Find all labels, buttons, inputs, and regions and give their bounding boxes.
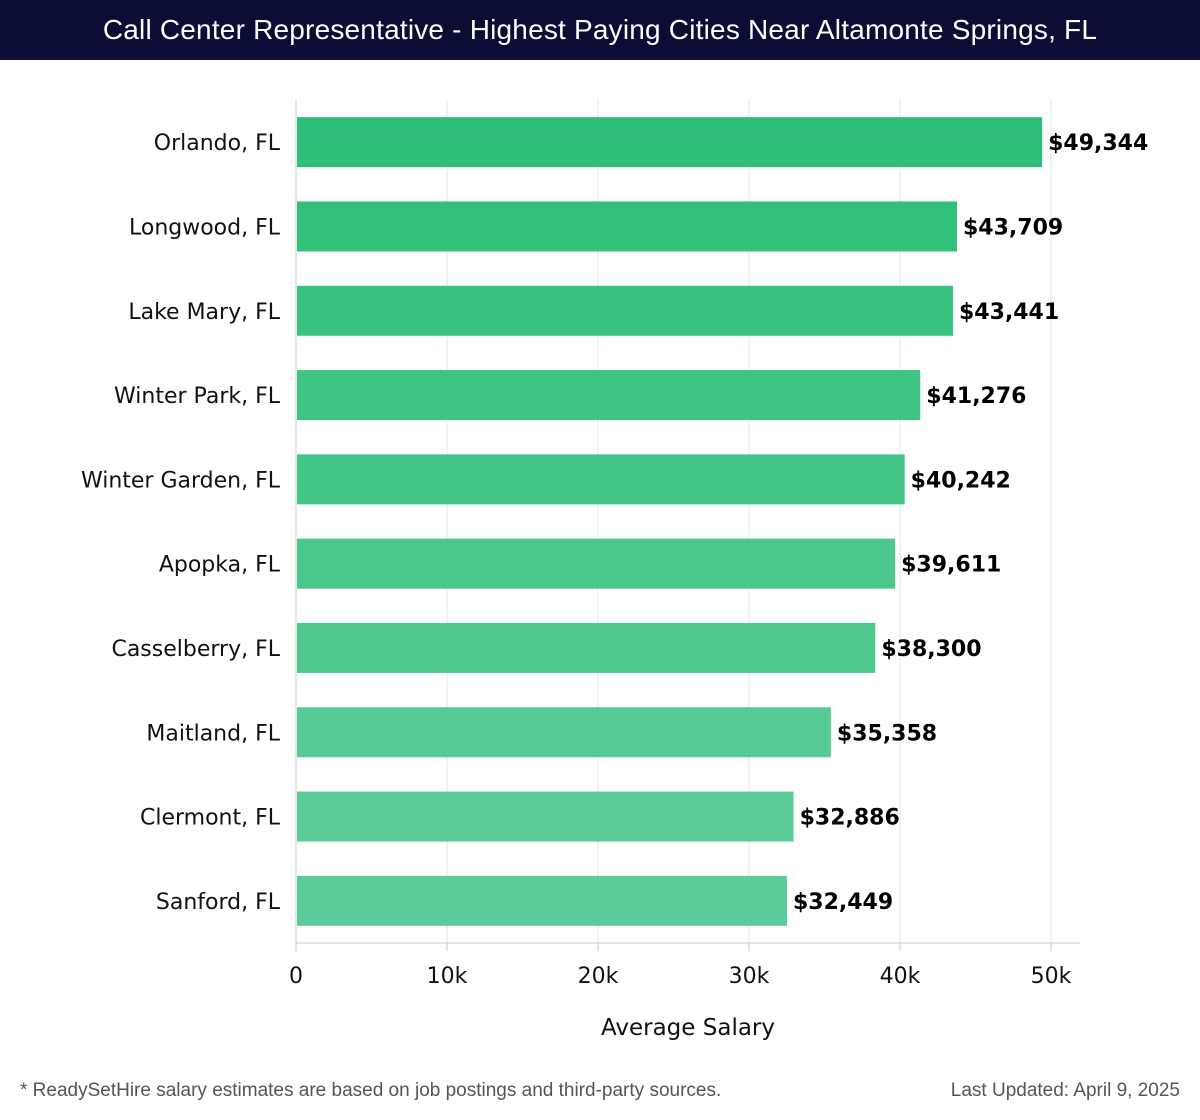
x-tick-label: 50k — [1031, 964, 1072, 989]
bar — [297, 622, 876, 673]
category-label: Maitland, FL — [146, 721, 280, 746]
bar — [297, 454, 905, 505]
category-label: Winter Garden, FL — [81, 468, 281, 493]
bar — [297, 117, 1043, 168]
bars: Orlando, FL $49,344 Longwood, FL $43,709 Lak… — [81, 117, 1148, 926]
x-tick-label: 20k — [578, 964, 619, 989]
x-axis-title: Average Salary — [601, 1015, 775, 1041]
category-label: Winter Park, FL — [114, 384, 281, 409]
bar — [297, 707, 831, 758]
bar — [297, 791, 794, 842]
category-label: Sanford, FL — [156, 890, 281, 915]
bar — [297, 201, 958, 252]
data-label: $43,441 — [959, 300, 1059, 325]
bar — [297, 370, 921, 421]
category-label: Clermont, FL — [140, 806, 281, 831]
data-label: $41,276 — [926, 384, 1026, 409]
bar — [297, 875, 787, 926]
data-label: $32,449 — [793, 890, 893, 915]
data-label: $39,611 — [901, 553, 1001, 578]
x-tick-label: 10k — [427, 964, 468, 989]
category-label: Orlando, FL — [154, 131, 281, 156]
footer-note: * ReadySetHire salary estimates are base… — [20, 1080, 722, 1101]
axes: 0 10k 20k 30k 40k 50k — [289, 100, 1080, 989]
x-tick-label: 0 — [289, 964, 303, 989]
data-label: $35,358 — [837, 721, 937, 746]
category-label: Lake Mary, FL — [128, 300, 280, 325]
bar-chart: Orlando, FL $49,344 Longwood, FL $43,709 Lak… — [81, 100, 1148, 1041]
last-updated: Last Updated: April 9, 2025 — [950, 1080, 1180, 1101]
category-label: Casselberry, FL — [111, 637, 280, 662]
chart-title: Call Center Representative - Highest Pay… — [0, 0, 1200, 60]
data-label: $38,300 — [881, 637, 981, 662]
category-label: Longwood, FL — [129, 215, 281, 240]
data-label: $49,344 — [1048, 131, 1148, 156]
x-tick-label: 30k — [729, 964, 770, 989]
x-tick-label: 40k — [880, 964, 921, 989]
category-label: Apopka, FL — [159, 553, 281, 578]
bar — [297, 285, 953, 336]
data-label: $40,242 — [911, 468, 1011, 493]
data-label: $32,886 — [800, 806, 900, 831]
data-label: $43,709 — [963, 215, 1063, 240]
bar — [297, 538, 896, 589]
